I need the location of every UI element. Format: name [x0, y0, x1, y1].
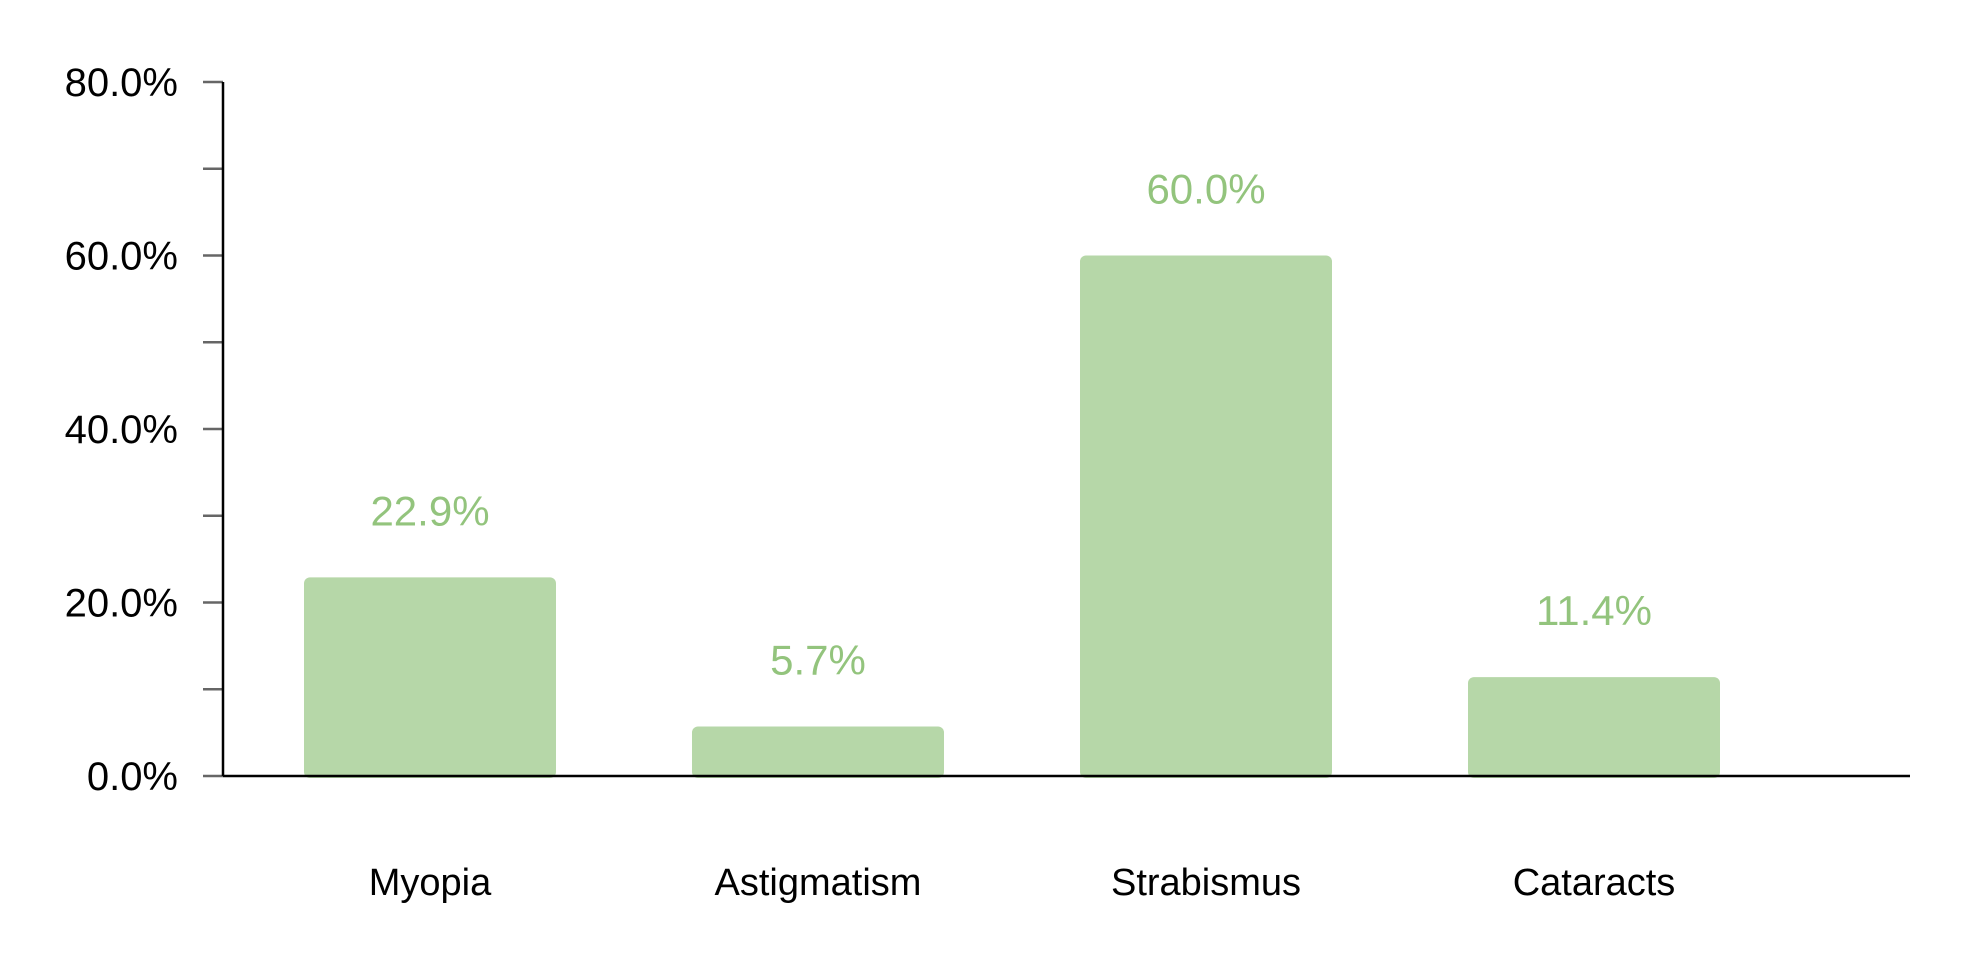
bar-astigmatism	[692, 726, 944, 778]
category-label-myopia: Myopia	[369, 862, 492, 904]
category-label-cataracts: Cataracts	[1513, 862, 1676, 904]
bar-myopia	[304, 577, 556, 778]
y-tick-label: 40.0%	[65, 408, 178, 452]
data-labels: 22.9% 5.7% 60.0% 11.4%	[370, 166, 1652, 684]
y-tick-label: 0.0%	[87, 755, 178, 799]
axes	[221, 82, 1910, 778]
y-axis-tick-labels: 0.0% 20.0% 40.0% 60.0% 80.0%	[65, 61, 178, 799]
bars	[304, 255, 1720, 778]
data-label-cataracts: 11.4%	[1536, 587, 1652, 634]
data-label-astigmatism: 5.7%	[770, 637, 866, 684]
category-label-astigmatism: Astigmatism	[715, 862, 922, 904]
category-label-strabismus: Strabismus	[1111, 862, 1301, 904]
y-tick-label: 20.0%	[65, 582, 178, 626]
data-label-strabismus: 60.0%	[1146, 166, 1265, 213]
x-axis-category-labels: Myopia Astigmatism Strabismus Cataracts	[369, 862, 1676, 904]
y-tick-label: 60.0%	[65, 235, 178, 279]
bar-strabismus	[1080, 255, 1332, 778]
y-tick-label: 80.0%	[65, 61, 178, 105]
bar-cataracts	[1468, 677, 1720, 778]
data-label-myopia: 22.9%	[370, 487, 489, 534]
y-axis-ticks	[203, 80, 223, 778]
